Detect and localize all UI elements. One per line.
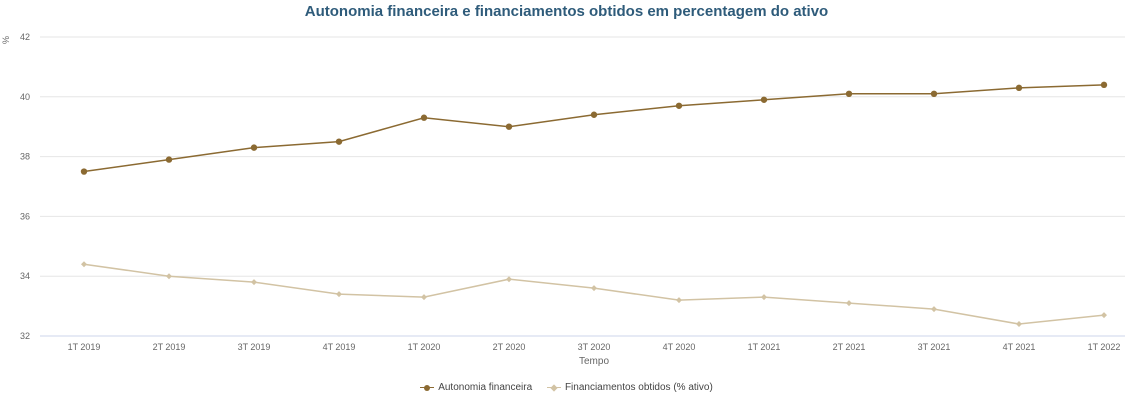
y-tick-label: 42 — [20, 32, 30, 42]
x-tick-label: 2T 2021 — [833, 342, 866, 352]
axes: 32 34 36 38 40 42% 1T 2019 2T 2019 3T 2019 4T 201… — [1, 32, 1125, 367]
data-point — [1100, 81, 1108, 89]
x-tick-label: 1T 2021 — [748, 342, 781, 352]
y-tick-label: 36 — [20, 211, 30, 221]
x-tick-label: 3T 2020 — [578, 342, 611, 352]
data-point — [81, 261, 87, 268]
x-tick-label: 4T 2020 — [663, 342, 696, 352]
series-line — [83, 84, 1105, 173]
data-point — [760, 96, 768, 103]
data-point — [506, 276, 512, 283]
x-tick-label: 1T 2020 — [408, 342, 441, 352]
x-tick-label: 3T 2019 — [238, 342, 271, 352]
x-tick-label: 2T 2019 — [153, 342, 186, 352]
x-tick-label: 3T 2021 — [918, 342, 951, 352]
data-point — [675, 102, 683, 109]
legend-label: Financiamentos obtidos (% ativo) — [564, 382, 713, 393]
data-point — [251, 279, 257, 286]
data-point — [676, 297, 682, 304]
legend-marker-circle-icon — [420, 384, 435, 392]
data-point — [250, 144, 258, 151]
data-point — [1016, 321, 1022, 328]
legend-item-autonomia[interactable]: Autonomia financeira — [420, 382, 532, 393]
legend-item-financiamentos[interactable]: Financiamentos obtidos (% ativo) — [546, 382, 713, 393]
y-tick-label: 40 — [20, 92, 30, 102]
data-point — [930, 90, 938, 98]
data-point — [336, 291, 342, 298]
grid-lines — [40, 36, 1125, 277]
x-tick-label: 4T 2019 — [323, 342, 356, 352]
y-tick-label: 34 — [20, 271, 30, 281]
data-point — [846, 300, 852, 307]
legend-label: Autonomia financeira — [438, 382, 533, 393]
x-axis-title: Tempo — [579, 356, 609, 367]
data-point — [845, 90, 853, 98]
series — [80, 81, 1108, 328]
x-tick-label: 4T 2021 — [1003, 342, 1036, 352]
series-line — [83, 263, 1105, 325]
data-point — [931, 306, 937, 313]
legend: Autonomia financeira Financiamentos obti… — [0, 382, 1133, 395]
y-tick-label: 38 — [20, 152, 30, 162]
data-point — [421, 294, 427, 301]
data-point — [505, 123, 513, 130]
data-point — [166, 273, 172, 280]
data-point — [761, 294, 767, 301]
data-point — [1101, 312, 1107, 319]
data-point — [590, 111, 598, 118]
data-point — [80, 168, 88, 175]
y-axis-label: % — [1, 36, 11, 44]
x-tick-label: 1T 2019 — [68, 342, 101, 352]
chart-title: Autonomia financeira e financiamentos ob… — [304, 3, 829, 20]
x-tick-label: 1T 2022 — [1088, 342, 1121, 352]
data-point — [165, 156, 173, 163]
data-point — [420, 114, 428, 121]
data-point — [591, 285, 597, 292]
data-point — [335, 138, 343, 145]
data-point — [1015, 84, 1023, 92]
legend-marker-diamond-icon — [546, 383, 561, 392]
y-tick-label: 32 — [20, 331, 30, 341]
x-tick-label: 2T 2020 — [493, 342, 526, 352]
